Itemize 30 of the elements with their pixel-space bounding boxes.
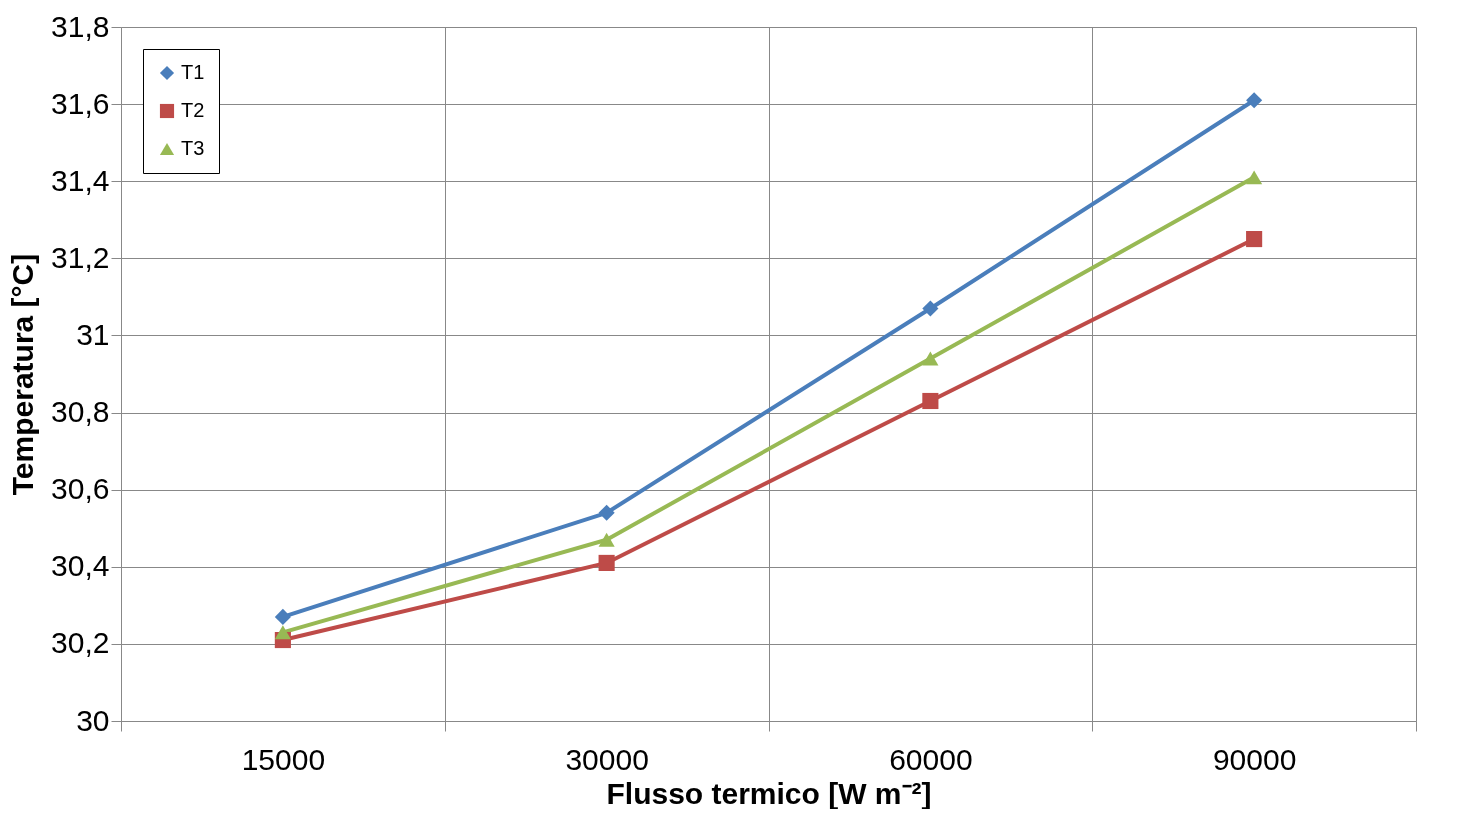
y-tick-label: 30,2 [51, 626, 110, 660]
point [598, 554, 615, 571]
x-tick-label: 60000 [889, 742, 973, 776]
y-tick-label: 31,2 [51, 240, 110, 274]
point [274, 625, 291, 640]
point [1246, 230, 1263, 248]
legend-label: T2 [181, 99, 205, 121]
point [922, 392, 939, 410]
y-tick-label: 31 [76, 317, 110, 351]
y-tick-label: 31,6 [51, 86, 110, 120]
point [1246, 92, 1263, 109]
point [598, 504, 615, 521]
x-tick-label: 30000 [565, 742, 649, 776]
y-tick-label: 30 [76, 703, 110, 737]
legend-label: T1 [181, 61, 205, 83]
y-axis-title: Temperatura [°C] [6, 253, 40, 496]
y-tick-label: 31,8 [51, 9, 110, 43]
x-tick-label: 90000 [1212, 742, 1297, 776]
point [1246, 170, 1263, 185]
point [598, 532, 615, 547]
point [922, 300, 939, 317]
point [922, 351, 939, 366]
y-tick-label: 30,8 [51, 395, 110, 429]
y-tick-label: 30,4 [51, 549, 110, 583]
legend-label: T3 [181, 137, 205, 159]
y-tick-label: 31,4 [51, 163, 110, 197]
point [274, 608, 291, 625]
x-axis-title: Flusso termico [W m⁻²] [606, 776, 932, 810]
x-tick-label: 15000 [241, 742, 326, 776]
y-tick-label: 30,6 [51, 472, 110, 506]
